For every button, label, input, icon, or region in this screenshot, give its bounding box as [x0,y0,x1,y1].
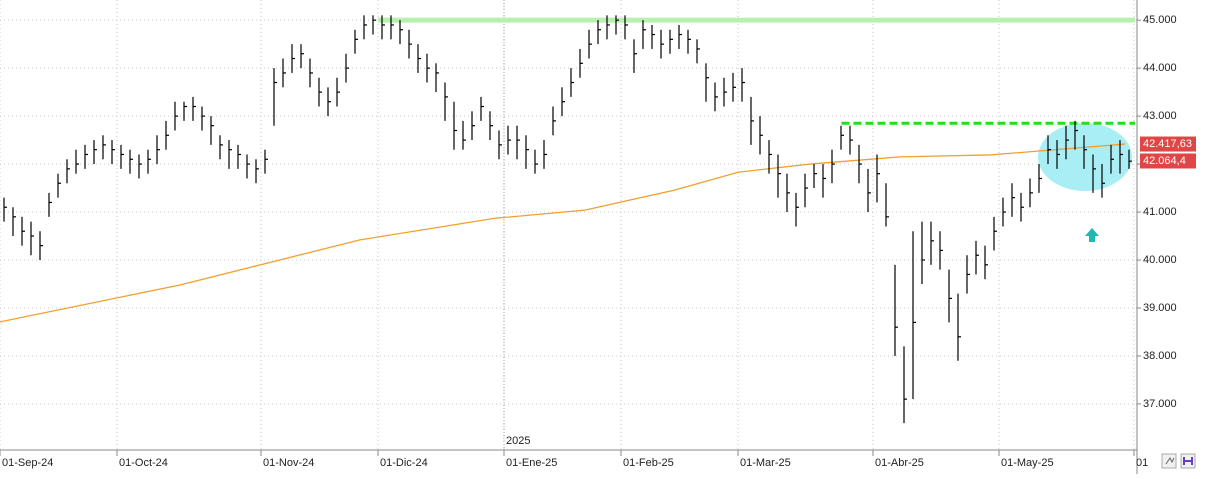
x-tick-label: 01-Ene-25 [506,457,557,469]
y-tick-label: 38.000 [1143,350,1177,362]
x-tick-label: 01-May-25 [1001,457,1054,469]
x-tick-label: 01-Abr-25 [875,457,924,469]
scale-icon [1165,457,1175,465]
plot [0,15,1135,424]
highlight-ellipse [1038,123,1132,191]
y-tick-label: 40.000 [1143,254,1177,266]
up-arrow [1085,228,1099,242]
price-label-box [1140,136,1196,152]
annotation: 2025 [506,435,530,447]
x-tick-label: 01-Feb-25 [623,457,674,469]
scale-button[interactable] [1161,453,1177,469]
x-tick-label: 01-Mar-25 [740,457,791,469]
y-tick-label: 44.000 [1143,62,1177,74]
y-tick-label: 45.000 [1143,14,1177,26]
price-label: 42.064,4 [1143,155,1186,167]
x-tick-label: 01-Oct-24 [119,457,168,469]
x-tick-label: 01 [1136,457,1148,469]
y-tick-label: 37.000 [1143,398,1177,410]
grid [0,0,1137,450]
y-tick-label: 43.000 [1143,110,1177,122]
price-label-box [1140,153,1196,169]
x-tick-label: 01-Sep-24 [2,457,53,469]
x-tick-label: 01-Nov-24 [263,457,314,469]
y-tick-label: 41.000 [1143,206,1177,218]
price-label: 42.417,63 [1143,138,1192,150]
layout-icon [1183,457,1193,465]
y-tick-label: 39.000 [1143,302,1177,314]
x-tick-label: 01-Dic-24 [380,457,428,469]
moving-average [0,143,1126,323]
